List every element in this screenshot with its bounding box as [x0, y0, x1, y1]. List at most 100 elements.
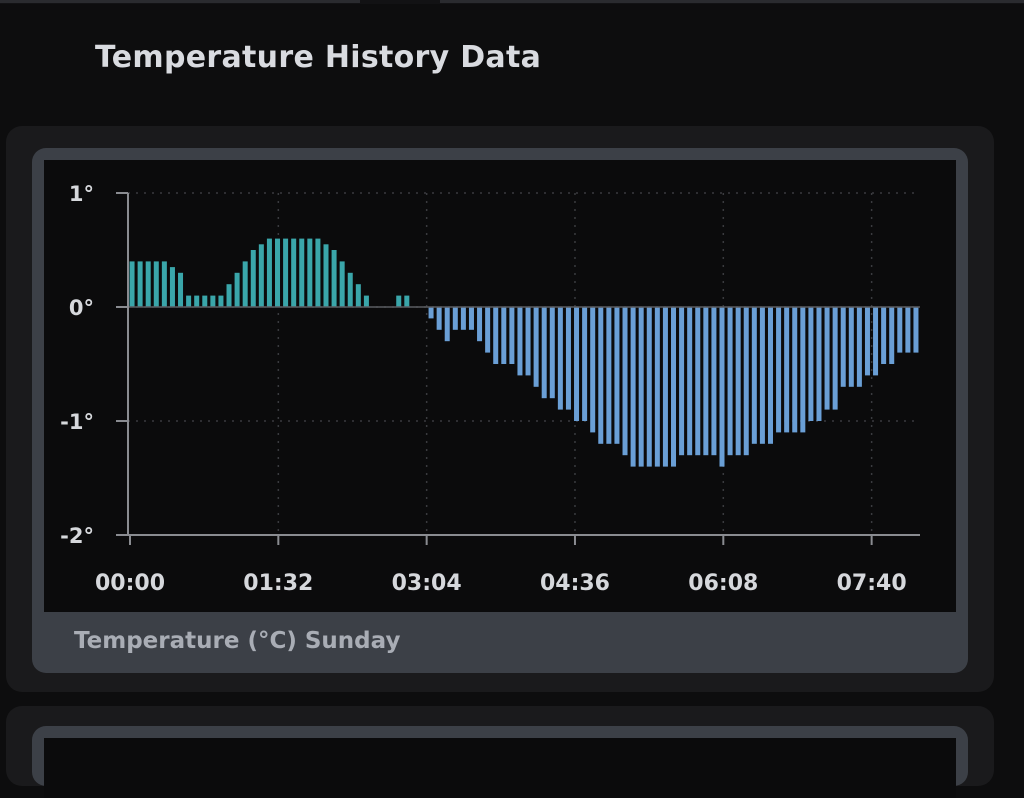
temperature-bar: [226, 284, 232, 307]
temperature-bar: [178, 272, 184, 307]
top-strip-segment: [440, 0, 1024, 3]
temperature-bar: [250, 250, 256, 307]
temperature-bar: [598, 307, 604, 444]
temperature-bar: [848, 307, 854, 387]
next-plot-area: [44, 738, 956, 798]
temperature-bar: [687, 307, 693, 456]
temperature-bar: [832, 307, 838, 410]
temperature-bar: [913, 307, 919, 353]
temperature-bar: [840, 307, 846, 387]
x-tick-label: 03:04: [392, 571, 462, 596]
temperature-bar: [889, 307, 895, 364]
page-title: Temperature History Data: [95, 40, 542, 75]
temperature-bar: [719, 307, 725, 467]
temperature-bar: [816, 307, 822, 421]
top-strip: [0, 0, 1024, 4]
temperature-bar: [202, 295, 208, 307]
temperature-bar: [606, 307, 612, 444]
temperature-bar: [759, 307, 765, 444]
temperature-bar: [210, 295, 216, 307]
temperature-bar: [767, 307, 773, 444]
temperature-bar: [404, 295, 410, 307]
next-chart-card: [32, 726, 968, 798]
top-strip-segment: [0, 0, 360, 3]
temperature-bar: [792, 307, 798, 433]
temperature-bar: [460, 307, 466, 330]
temperature-bar: [824, 307, 830, 410]
temperature-bar: [436, 307, 442, 330]
temperature-bar: [363, 295, 369, 307]
x-tick-label: 00:00: [95, 571, 165, 596]
temperature-bar: [654, 307, 660, 467]
temperature-bar: [283, 238, 289, 307]
temperature-bar: [477, 307, 483, 342]
temperature-bar: [258, 244, 264, 307]
temperature-bar: [266, 238, 272, 307]
temperature-bar: [396, 295, 402, 307]
temperature-bar: [533, 307, 539, 387]
temperature-bar: [161, 261, 167, 307]
temperature-bar: [662, 307, 668, 467]
temperature-bar: [864, 307, 870, 376]
temperature-bar: [509, 307, 515, 364]
temperature-bar: [873, 307, 879, 376]
temperature-bar: [671, 307, 677, 467]
temperature-bar: [186, 295, 192, 307]
temperature-bar: [743, 307, 749, 456]
temperature-bar: [315, 238, 321, 307]
temperature-bar: [856, 307, 862, 387]
temperature-bar: [468, 307, 474, 330]
x-tick-label: 04:36: [540, 571, 610, 596]
temperature-bar: [525, 307, 531, 376]
temperature-bar: [695, 307, 701, 456]
temperature-bar: [727, 307, 733, 456]
temperature-bar: [493, 307, 499, 364]
temperature-bar: [565, 307, 571, 410]
temperature-bar: [331, 250, 337, 307]
temperature-bar: [194, 295, 200, 307]
temperature-bar: [218, 295, 224, 307]
temperature-bar: [638, 307, 644, 467]
temperature-bar: [355, 284, 361, 307]
temperature-bar: [897, 307, 903, 353]
y-tick-label: 1°: [69, 182, 94, 206]
x-tick-label: 07:40: [837, 571, 907, 596]
temperature-bar: [582, 307, 588, 421]
temperature-bar-chart: 1° 0° -1° -2°00:00 01:32 03:04 04:36 06:08 07:40: [60, 182, 920, 596]
x-tick-label: 06:08: [688, 571, 758, 596]
temperature-bar: [905, 307, 911, 353]
temperature-bar: [735, 307, 741, 456]
temperature-bar: [275, 238, 281, 307]
y-tick-label: -2°: [60, 524, 94, 548]
temperature-bar: [574, 307, 580, 421]
temperature-bar: [347, 272, 353, 307]
chart-caption: Temperature (°C) Sunday: [74, 628, 401, 654]
plot-area: 1° 0° -1° -2° 00:00 01:32 03:04 04:36 06:08 07:40: [44, 160, 956, 612]
temperature-bar: [590, 307, 596, 433]
temperature-bar: [784, 307, 790, 433]
temperature-bar: [751, 307, 757, 444]
temperature-bar: [323, 244, 329, 307]
temperature-bar: [622, 307, 628, 456]
temperature-bar: [808, 307, 814, 421]
temperature-bar: [517, 307, 523, 376]
temperature-bar: [549, 307, 555, 399]
temperature-bar: [291, 238, 297, 307]
temperature-bar: [711, 307, 717, 456]
temperature-bar: [299, 238, 305, 307]
temperature-bar: [428, 307, 434, 319]
temperature-bar: [776, 307, 782, 433]
temperature-bar: [307, 238, 313, 307]
temperature-bar: [646, 307, 652, 467]
temperature-bar: [137, 261, 143, 307]
temperature-bar: [234, 272, 240, 307]
temperature-bar: [800, 307, 806, 433]
temperature-bar: [129, 261, 135, 307]
temperature-bar: [881, 307, 887, 364]
temperature-bar: [703, 307, 709, 456]
temperature-bar: [444, 307, 450, 342]
temperature-bar: [630, 307, 636, 467]
x-tick-label: 01:32: [243, 571, 313, 596]
temperature-bar: [485, 307, 491, 353]
y-tick-label: -1°: [60, 410, 94, 434]
